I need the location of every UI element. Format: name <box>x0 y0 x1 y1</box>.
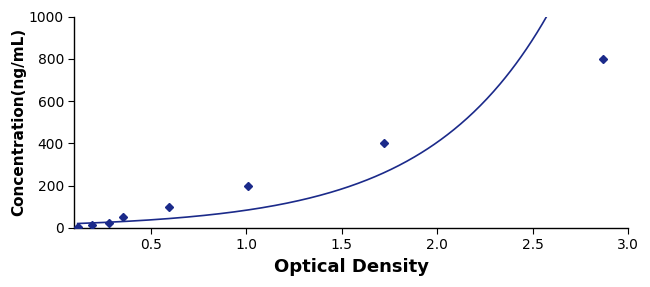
Y-axis label: Concentration(ng/mL): Concentration(ng/mL) <box>11 28 26 216</box>
X-axis label: Optical Density: Optical Density <box>274 258 429 276</box>
